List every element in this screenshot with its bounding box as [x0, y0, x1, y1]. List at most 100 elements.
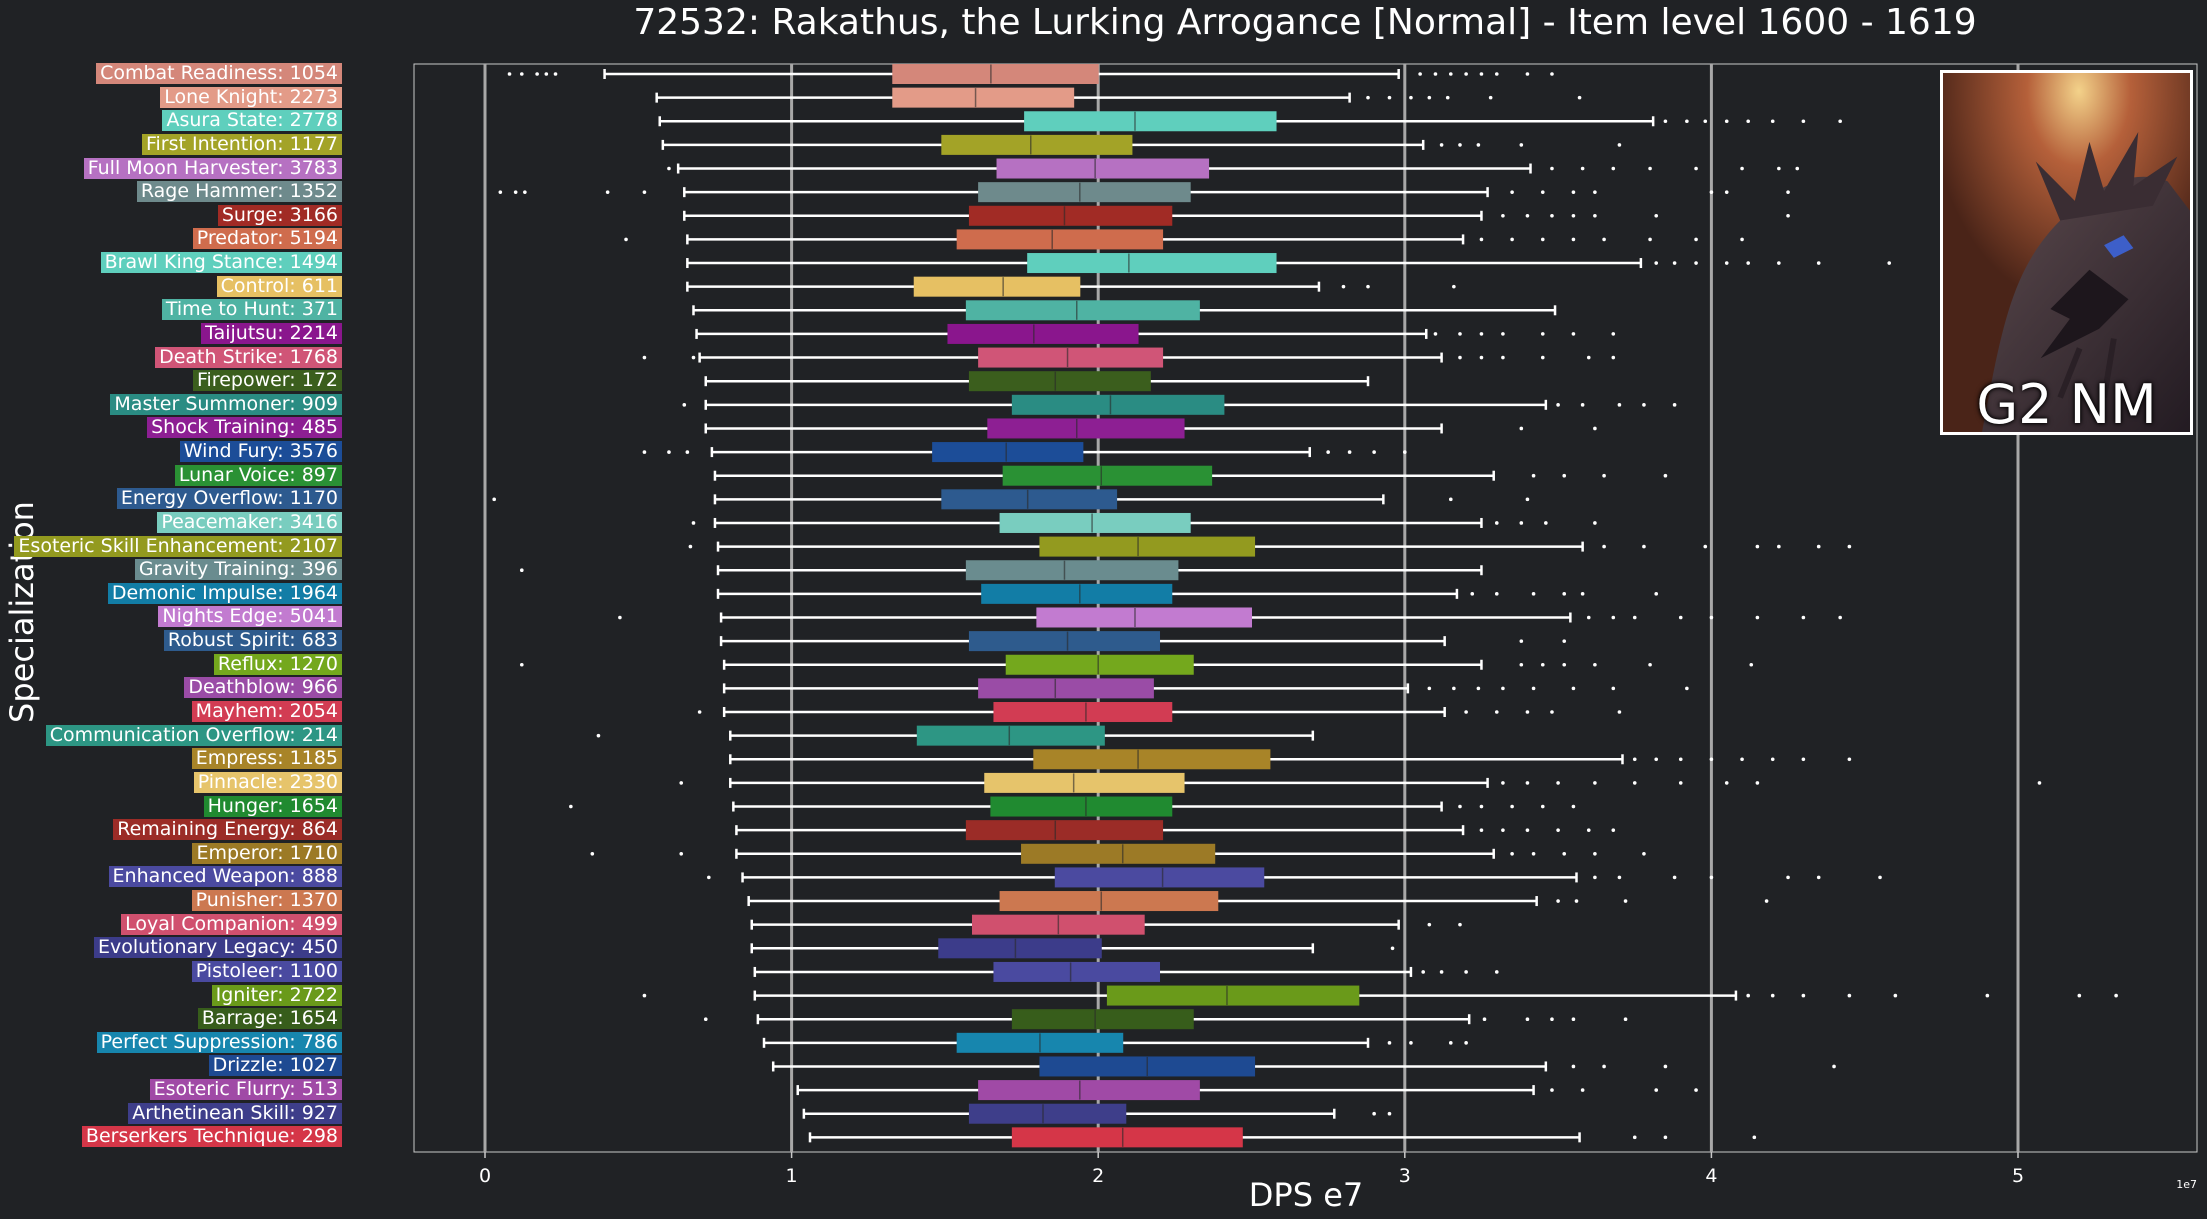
outlier-point [1617, 710, 1622, 714]
outlier-point [569, 804, 573, 809]
box-40 [1011, 1009, 1194, 1030]
outlier-point [2077, 993, 2082, 998]
outlier-point [523, 190, 527, 194]
outlier-point [1709, 757, 1714, 762]
specialization-label: Pinnacle: 2330 [193, 771, 342, 793]
box-10 [965, 300, 1200, 321]
outlier-point [1740, 166, 1744, 171]
outlier-point [1464, 72, 1468, 76]
outlier-point [1479, 355, 1484, 360]
outlier-point [1501, 213, 1505, 218]
outlier-point [1556, 403, 1560, 407]
specialization-label: Time to Hunt: 371 [161, 299, 342, 321]
specialization-label: Rage Hammer: 1352 [136, 181, 342, 203]
outlier-point [682, 403, 687, 407]
box-39 [1106, 985, 1360, 1006]
outlier-point [1482, 1017, 1487, 1021]
outlier-point [1421, 970, 1425, 974]
specialization-label: Lunar Voice: 897 [174, 464, 342, 486]
outlier-point [667, 166, 671, 171]
outlier-point [596, 733, 601, 738]
outlier-point [1556, 781, 1560, 785]
specialization-label: Surge: 3166 [217, 204, 342, 226]
outlier-point [1519, 143, 1524, 147]
specialization-label: Berserkers Technique: 298 [81, 1126, 342, 1148]
box-11 [947, 323, 1139, 344]
outlier-point [1580, 403, 1585, 407]
box-19 [999, 512, 1191, 533]
outlier-point [519, 568, 524, 573]
outlier-point [1519, 521, 1524, 525]
outlier-point [1448, 72, 1453, 76]
specialization-label: Full Moon Harvester: 3783 [83, 157, 342, 179]
outlier-point [1593, 426, 1597, 431]
box-8 [1027, 253, 1277, 274]
outlier-point [1577, 95, 1582, 100]
outlier-point [1786, 190, 1790, 194]
outlier-point [1390, 946, 1395, 951]
outlier-point [1654, 592, 1659, 596]
outlier-point [1586, 828, 1591, 832]
outlier-point [1678, 615, 1683, 620]
outlier-point [1574, 899, 1579, 903]
outlier-point [1525, 710, 1530, 714]
outlier-point [1632, 757, 1637, 762]
outlier-point [1663, 1135, 1668, 1140]
box-31 [990, 796, 1173, 817]
outlier-point [1770, 993, 1775, 998]
outlier-point [1448, 497, 1453, 502]
box-24 [968, 631, 1161, 652]
x-tick-label: 5 [2012, 1165, 2024, 1187]
x-offset-label: 1e7 [2176, 1178, 2197, 1191]
outlier-point [1838, 615, 1842, 620]
specialization-label: Empress: 1185 [191, 748, 342, 770]
outlier-point [642, 993, 647, 998]
specialization-label: Control: 611 [216, 275, 342, 297]
outlier-point [1458, 922, 1462, 927]
outlier-point [1458, 143, 1462, 147]
outlier-point [1777, 261, 1781, 265]
box-38 [993, 961, 1161, 982]
outlier-point [1580, 166, 1585, 171]
outlier-point [1694, 1088, 1698, 1092]
outlier-point [1777, 166, 1781, 171]
outlier-point [1387, 1111, 1392, 1116]
outlier-point [1531, 851, 1536, 856]
outlier-point [1488, 95, 1493, 100]
outlier-point [1409, 1041, 1413, 1045]
outlier-point [1654, 1088, 1659, 1092]
outlier-point [1777, 544, 1781, 549]
outlier-point [1593, 851, 1597, 856]
outlier-point [1387, 1041, 1392, 1045]
outlier-point [697, 710, 702, 714]
outlier-point [1550, 1088, 1554, 1092]
outlier-point [1586, 355, 1591, 360]
outlier-point [1838, 119, 1842, 124]
outlier-point [1476, 143, 1481, 147]
outlier-point [1642, 403, 1646, 407]
specialization-label: Perfect Suppression: 786 [96, 1031, 342, 1053]
outlier-point [1366, 95, 1370, 100]
outlier-point [1801, 615, 1806, 620]
outlier-point [1801, 993, 1806, 998]
specialization-label: Predator: 5194 [192, 228, 342, 250]
specialization-label: Deathblow: 966 [184, 677, 342, 699]
outlier-point [1540, 355, 1545, 360]
outlier-point [1847, 757, 1852, 762]
x-tick-label: 1 [786, 1165, 798, 1187]
outlier-point [1525, 781, 1530, 785]
x-tick-label: 4 [1705, 1165, 1717, 1187]
box-1 [892, 87, 1075, 108]
outlier-point [1479, 828, 1484, 832]
outlier-point [1642, 851, 1646, 856]
outlier-point [1479, 72, 1484, 76]
outlier-point [1663, 119, 1668, 124]
outlier-point [1703, 119, 1708, 124]
specialization-label: Combat Readiness: 1054 [96, 63, 342, 84]
outlier-point [1540, 662, 1545, 667]
outlier-point [1593, 662, 1597, 667]
outlier-point [1494, 592, 1499, 596]
box-27 [993, 702, 1173, 723]
outlier-point [1448, 1041, 1453, 1045]
